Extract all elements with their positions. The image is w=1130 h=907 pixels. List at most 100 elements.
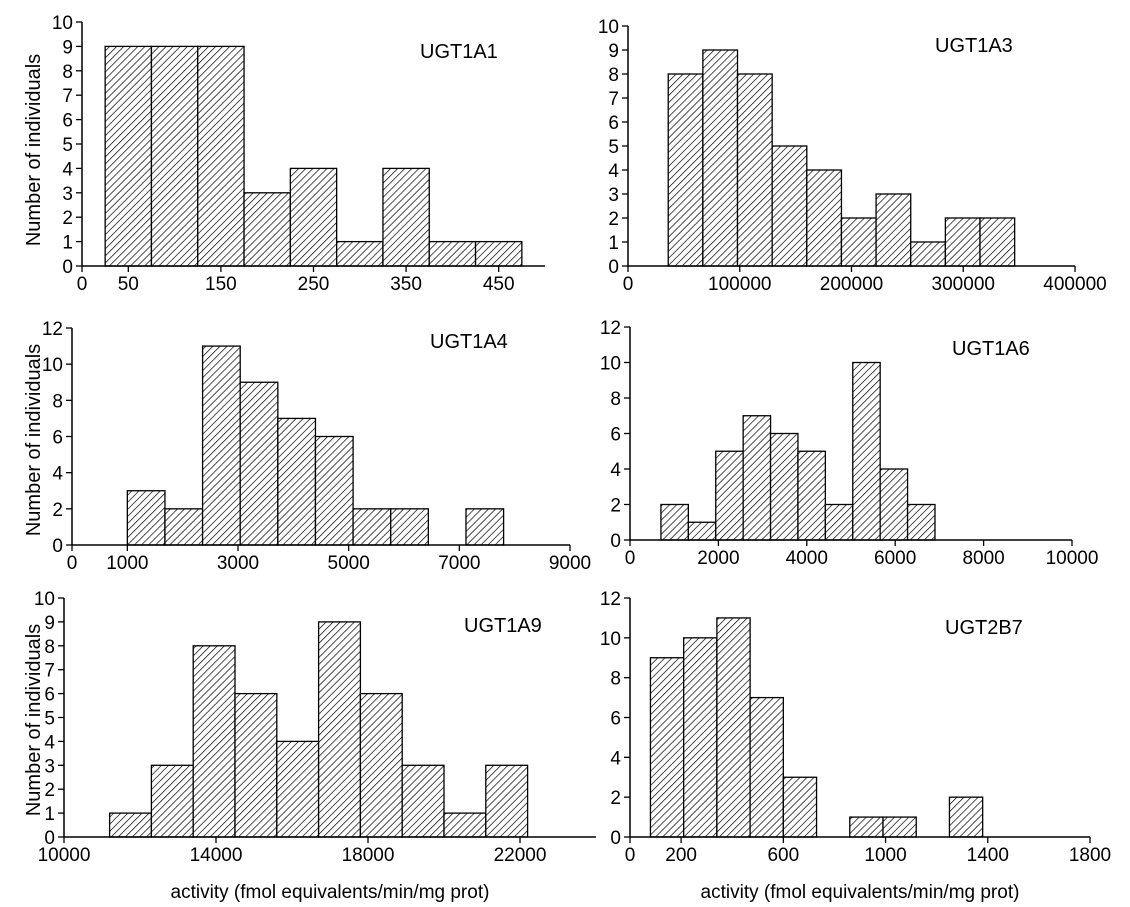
x-tick-label: 14000 [190,845,243,866]
y-tick-label: 2 [62,208,73,229]
y-tick-label: 7 [62,86,73,107]
histogram-bar [660,503,689,541]
y-tick-label: 4 [610,748,621,769]
x-tick-label: 0 [623,274,634,295]
x-tick-label: 6000 [874,548,916,569]
histogram-bar [317,621,362,838]
histogram-bar [150,764,194,838]
histogram-bar [879,468,909,541]
y-tick-label: 4 [52,464,63,485]
x-tick-label: 0 [67,553,78,574]
x-tick-label: 4000 [786,548,828,569]
x-tick-label: 350 [390,274,422,295]
histogram-bar [126,490,166,546]
y-tick-label: 12 [600,318,621,339]
y-tick-label: 7 [44,661,55,682]
y-tick-label: 6 [608,113,619,134]
y-tick-label: 5 [62,135,73,156]
y-tick-label: 10 [600,354,621,375]
histogram-bar [806,169,843,267]
histogram-bar [352,508,392,546]
histogram-bar [276,740,320,838]
x-tick-label: 5000 [328,553,370,574]
y-tick-label: 10 [34,589,55,610]
histogram-bar [782,776,818,838]
histogram-bar [797,450,827,541]
y-tick-label: 2 [610,496,621,517]
y-tick-label: 7 [608,89,619,110]
x-tick-label: 200 [665,845,697,866]
histogram-bar [944,217,981,267]
histogram-bar [649,657,685,838]
x-tick-label: 0 [77,274,88,295]
y-tick-label: 2 [52,500,63,521]
y-tick-label: 8 [62,62,73,83]
histogram-bar [769,432,799,541]
histogram-bar [150,45,199,267]
y-tick-label: 12 [42,319,63,340]
histogram-bar [390,508,429,546]
x-tick-label: 300000 [932,274,995,295]
histogram-bar [683,637,718,838]
y-tick-label: 4 [44,732,55,753]
histogram-bar [979,217,1016,267]
histogram-bar [201,345,241,546]
histogram-bar [359,692,403,838]
x-axis-label: activity (fmol equivalents/min/mg prot) [171,882,490,903]
x-tick-label: 200000 [820,274,883,295]
y-tick-label: 8 [52,391,63,412]
histogram-bar [239,381,279,546]
y-tick-label: 1 [44,804,55,825]
histogram-bar [742,415,772,541]
histogram-bar [104,45,153,267]
histogram-bar [702,49,739,267]
histogram-bar [443,812,487,838]
panel-title: UGT1A3 [935,35,1013,57]
y-tick-label: 6 [62,111,73,132]
y-tick-label: 0 [52,536,63,557]
panel-title: UGT1A9 [464,615,542,637]
y-tick-label: 1 [608,233,619,254]
x-tick-label: 7000 [438,553,480,574]
panel-title: UGT1A1 [420,41,498,63]
histogram-bar [875,193,912,267]
y-tick-label: 8 [610,389,621,410]
x-tick-label: 50 [118,274,139,295]
panel-ugt1a6: 0 2 4 6 8 10 12 0 2000 4000 6000 8000 10000 UGT1A6 [600,318,1099,569]
panel-title: UGT1A6 [952,338,1030,360]
y-tick-label: 5 [608,137,619,158]
histogram-bar [849,816,884,838]
y-tick-label: 10 [52,13,73,34]
y-tick-label: 9 [44,613,55,634]
x-tick-label: 400000 [1043,274,1106,295]
histogram-bar [882,816,917,838]
histogram-bar [906,503,936,541]
histogram-bar [852,361,881,541]
x-tick-label: 10000 [1046,548,1099,569]
histogram-bar [736,73,773,267]
y-tick-label: 2 [610,788,621,809]
histogram-bar [164,508,204,546]
histogram-bar [667,73,704,267]
x-tick-label: 8000 [962,548,1004,569]
y-tick-label: 6 [52,428,63,449]
histogram-bar [401,764,445,838]
histogram-bar [840,217,877,267]
x-tick-label: 3000 [217,553,259,574]
x-tick-label: 1800 [1069,845,1111,866]
y-tick-label: 0 [62,257,73,278]
x-tick-label: 100000 [708,274,771,295]
x-axis-label: activity (fmol equivalents/min/mg prot) [701,882,1020,903]
histogram-bar [314,435,354,546]
histogram-bar [474,240,523,267]
histogram-bar [382,167,430,267]
y-tick-label: 4 [608,161,619,182]
x-tick-label: 22000 [494,845,547,866]
x-tick-label: 2000 [697,548,739,569]
x-tick-label: 600 [767,845,799,866]
x-tick-label: 1400 [967,845,1009,866]
y-tick-label: 12 [600,589,621,610]
histogram-bar [243,192,292,267]
